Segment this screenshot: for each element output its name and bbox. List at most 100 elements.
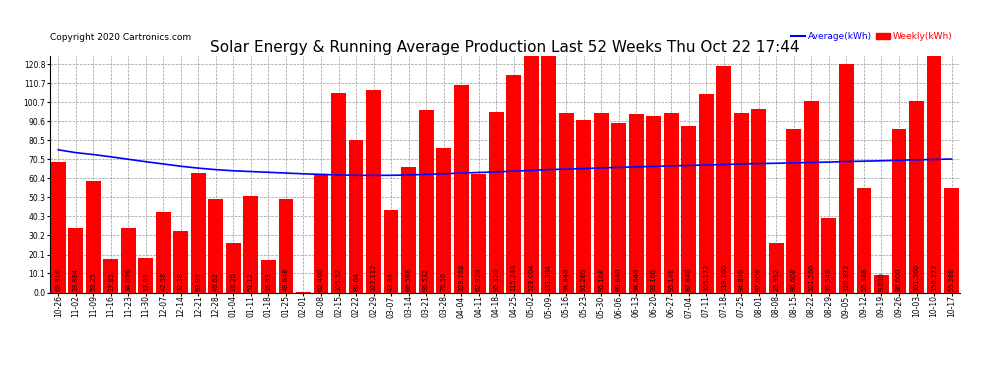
Text: 105.52: 105.52 xyxy=(336,267,342,291)
Bar xyxy=(909,100,924,292)
Bar xyxy=(558,113,573,292)
Bar xyxy=(401,166,416,292)
Bar xyxy=(50,162,65,292)
Text: 91.280: 91.280 xyxy=(581,267,587,291)
Bar xyxy=(278,199,293,292)
Text: 80.64: 80.64 xyxy=(353,272,359,291)
Text: 86.600: 86.600 xyxy=(896,267,902,291)
Text: 128.004: 128.004 xyxy=(529,263,535,291)
Bar xyxy=(594,112,609,292)
Bar xyxy=(366,90,381,292)
Bar xyxy=(944,188,959,292)
Bar xyxy=(471,174,486,292)
Bar xyxy=(856,188,871,292)
Text: 101.560: 101.560 xyxy=(809,263,815,291)
Bar xyxy=(489,112,504,292)
Legend: Average(kWh), Weekly(kWh): Average(kWh), Weekly(kWh) xyxy=(788,29,955,45)
Text: 49.648: 49.648 xyxy=(283,267,289,291)
Bar xyxy=(314,174,329,292)
Text: Copyright 2020 Cartronics.com: Copyright 2020 Cartronics.com xyxy=(50,33,191,42)
Bar xyxy=(453,85,468,292)
Bar xyxy=(822,218,837,292)
Text: 107.112: 107.112 xyxy=(370,263,376,291)
Text: 109.768: 109.768 xyxy=(458,263,464,291)
Text: 66.568: 66.568 xyxy=(406,267,412,291)
Text: 55.388: 55.388 xyxy=(861,267,867,291)
Text: 17.85: 17.85 xyxy=(108,272,114,291)
Bar xyxy=(717,66,732,292)
Text: 76.56: 76.56 xyxy=(441,272,446,291)
Bar xyxy=(155,212,171,292)
Text: 86.608: 86.608 xyxy=(791,267,797,291)
Bar xyxy=(383,210,399,292)
Bar xyxy=(437,148,451,292)
Bar xyxy=(699,94,714,292)
Bar xyxy=(769,243,784,292)
Text: 131.304: 131.304 xyxy=(545,264,551,291)
Text: 16.93: 16.93 xyxy=(265,272,271,291)
Text: 94.840: 94.840 xyxy=(739,267,744,291)
Text: 51.12: 51.12 xyxy=(248,272,253,291)
Bar xyxy=(839,64,854,292)
Bar xyxy=(524,51,539,292)
Text: 94.840: 94.840 xyxy=(563,267,569,291)
Bar xyxy=(646,116,661,292)
Text: 89.640: 89.640 xyxy=(616,267,622,291)
Bar xyxy=(209,199,224,292)
Bar xyxy=(226,243,241,292)
Title: Solar Energy & Running Average Production Last 52 Weeks Thu Oct 22 17:44: Solar Energy & Running Average Productio… xyxy=(210,40,800,55)
Bar xyxy=(927,9,941,292)
Text: 25.952: 25.952 xyxy=(773,267,779,291)
Bar xyxy=(506,75,521,292)
Text: 93.160: 93.160 xyxy=(650,268,656,291)
Bar xyxy=(611,123,627,292)
Bar xyxy=(244,196,258,292)
Text: 42.58: 42.58 xyxy=(160,272,166,291)
Bar xyxy=(348,140,363,292)
Bar xyxy=(331,93,346,292)
Bar xyxy=(664,112,679,292)
Bar xyxy=(804,100,819,292)
Text: 97.008: 97.008 xyxy=(756,267,762,291)
Text: 49.62: 49.62 xyxy=(213,272,219,291)
Bar xyxy=(576,120,591,292)
Bar xyxy=(86,180,101,292)
Text: 9.000: 9.000 xyxy=(878,272,884,291)
Text: 26.20: 26.20 xyxy=(231,272,237,291)
Text: 119.760: 119.760 xyxy=(721,263,727,291)
Bar xyxy=(191,173,206,292)
Text: 68.916: 68.916 xyxy=(55,267,61,291)
Text: 94.640: 94.640 xyxy=(634,267,640,291)
Text: 63.03: 63.03 xyxy=(195,272,201,291)
Bar xyxy=(751,109,766,292)
Text: 95.320: 95.320 xyxy=(493,267,499,291)
Text: 43.84: 43.84 xyxy=(388,272,394,291)
Bar xyxy=(173,231,188,292)
Bar xyxy=(103,259,118,292)
Bar xyxy=(681,126,696,292)
Text: 101.560: 101.560 xyxy=(914,263,920,291)
Bar xyxy=(874,276,889,292)
Text: 96.532: 96.532 xyxy=(423,267,429,291)
Text: 33.884: 33.884 xyxy=(73,267,79,291)
Bar xyxy=(786,129,801,292)
Text: 62.920: 62.920 xyxy=(475,267,481,291)
Bar xyxy=(419,110,434,292)
Text: 120.872: 120.872 xyxy=(843,263,849,291)
Text: 95.168: 95.168 xyxy=(598,267,604,291)
Bar xyxy=(139,258,153,292)
Bar xyxy=(629,114,644,292)
Text: 150.272: 150.272 xyxy=(931,263,937,291)
Text: 39.548: 39.548 xyxy=(826,267,832,291)
Text: 34.056: 34.056 xyxy=(126,267,132,291)
Text: 105.172: 105.172 xyxy=(703,263,709,291)
Text: 115.240: 115.240 xyxy=(511,263,517,291)
Text: 32.38: 32.38 xyxy=(178,272,184,291)
Text: 87.840: 87.840 xyxy=(686,267,692,291)
Bar xyxy=(68,228,83,292)
Bar xyxy=(734,113,748,292)
Bar xyxy=(261,261,276,292)
Bar xyxy=(121,228,136,292)
Bar xyxy=(542,44,556,292)
Text: 17.99: 17.99 xyxy=(143,272,148,291)
